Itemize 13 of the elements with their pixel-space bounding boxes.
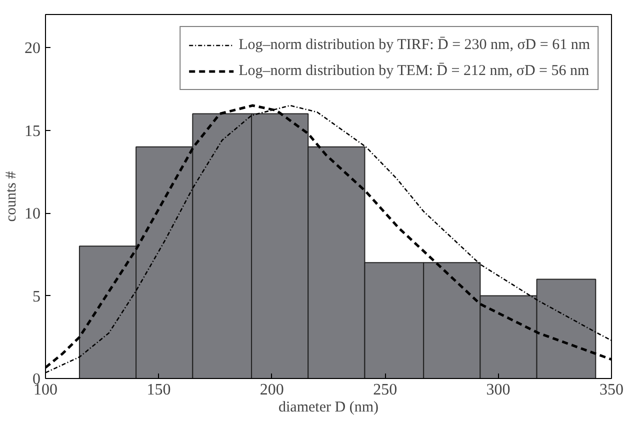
x-tick-label: 250: [373, 382, 398, 398]
y-axis-title: counts #: [4, 170, 20, 222]
x-tick-label: 350: [600, 382, 624, 398]
y-tick-label: 10: [24, 206, 40, 223]
x-axis-title: diameter D (nm): [278, 400, 378, 416]
x-tick-label: 200: [260, 382, 284, 398]
y-tick-label: 20: [24, 40, 40, 58]
legend-label: Log–norm distribution by TEM: D̄ = 212 nm, σD = 56 nm: [238, 62, 590, 80]
x-tick-label: 150: [146, 382, 171, 398]
y-tick-label: 5: [32, 288, 40, 306]
y-tick-label: 15: [24, 122, 40, 140]
x-tick-label: 300: [486, 382, 510, 398]
legend-label: Log–norm distribution by TIRF: D̄ = 230 nm, σD = 61 nm: [238, 36, 590, 54]
